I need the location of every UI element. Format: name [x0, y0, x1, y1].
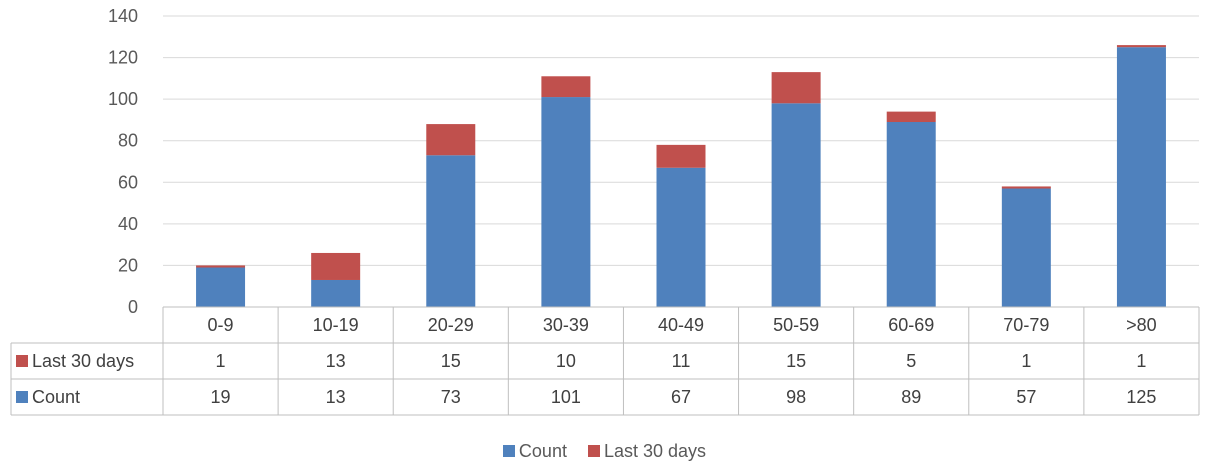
y-tick-label: 140	[108, 6, 138, 26]
table-cell-count: 19	[211, 387, 231, 407]
table-cell-last-30-days: 11	[672, 351, 691, 371]
bar-count-60-69	[886, 122, 936, 307]
x-tick-label: 20-29	[428, 315, 474, 335]
table-cell-count: 89	[901, 387, 921, 407]
table-cell-last-30-days: 15	[441, 351, 461, 371]
legend-item-last-30-days: Last 30 days	[587, 440, 707, 462]
table-cell-last-30-days: 10	[556, 351, 576, 371]
table-row-swatch-count	[16, 391, 28, 403]
table-cell-count: 57	[1016, 387, 1036, 407]
table-cell-last-30-days: 1	[1136, 351, 1146, 371]
table-cell-count: 125	[1126, 387, 1156, 407]
table-cell-count: 101	[551, 387, 581, 407]
bar-last-30-days-40-49	[656, 144, 706, 168]
y-tick-label: 20	[118, 255, 138, 275]
x-tick-label: 50-59	[773, 315, 819, 335]
x-tick-label: 30-39	[543, 315, 589, 335]
stacked-bar-chart: 0 20 40 60 80 100 120 140 0-9 10-19 20-29 30-39 40-…	[10, 6, 1200, 416]
bar-last-30-days-70-79	[1001, 186, 1051, 189]
y-tick-label: 40	[118, 214, 138, 234]
bars	[196, 45, 1166, 308]
data-table: 0-9 10-19 20-29 30-39 40-49 50-59 60-69 70-79 >8…	[10, 306, 1200, 416]
bar-count-0-9	[196, 267, 246, 307]
table-cell-last-30-days: 5	[906, 351, 916, 371]
y-tick-label: 100	[108, 89, 138, 109]
x-tick-label: 10-19	[313, 315, 359, 335]
table-cell-last-30-days: 15	[786, 351, 806, 371]
bar-last-30-days-0-9	[196, 265, 246, 268]
x-tick-label: >80	[1126, 315, 1157, 335]
bar-last-30-days-10-19	[311, 252, 361, 280]
bar-count-10-19	[311, 279, 361, 307]
y-tick-label: 0	[128, 297, 138, 317]
table-row-label-last-30-days: Last 30 days	[32, 351, 134, 371]
y-axis: 0 20 40 60 80 100 120 140	[108, 6, 138, 317]
table-cell-count: 67	[671, 387, 691, 407]
legend-swatch-last-30-days	[587, 445, 600, 458]
bar-count-50-59	[771, 103, 821, 307]
bar-count-40-49	[656, 167, 706, 307]
table-cell-count: 73	[441, 387, 461, 407]
bar-last-30-days-60-69	[886, 111, 936, 123]
bar-count-80	[1116, 47, 1166, 308]
table-cell-last-30-days: 1	[1021, 351, 1031, 371]
bar-last-30-days-80	[1116, 45, 1166, 48]
x-tick-label: 40-49	[658, 315, 704, 335]
legend: Count Last 30 days	[0, 440, 1209, 462]
table-cell-last-30-days: 13	[326, 351, 346, 371]
table-row-swatch-last-30-days	[16, 355, 28, 367]
table-cell-count: 13	[326, 387, 346, 407]
legend-item-count: Count	[502, 440, 567, 462]
bar-last-30-days-30-39	[541, 76, 591, 98]
table-row-label-count: Count	[32, 387, 80, 407]
bar-count-30-39	[541, 97, 591, 307]
x-tick-label: 60-69	[888, 315, 934, 335]
legend-swatch-count	[502, 445, 515, 458]
legend-label-last-30-days: Last 30 days	[603, 440, 707, 461]
bar-last-30-days-20-29	[426, 124, 476, 156]
bar-count-20-29	[426, 155, 476, 307]
y-tick-label: 120	[108, 48, 138, 68]
bar-last-30-days-50-59	[771, 72, 821, 104]
y-tick-label: 80	[118, 131, 138, 151]
bar-count-70-79	[1001, 188, 1051, 307]
legend-label-count: Count	[518, 440, 567, 461]
y-tick-label: 60	[118, 172, 138, 192]
x-tick-label: 0-9	[208, 315, 234, 335]
table-cell-last-30-days: 1	[216, 351, 226, 371]
table-cell-count: 98	[786, 387, 806, 407]
x-tick-label: 70-79	[1003, 315, 1049, 335]
